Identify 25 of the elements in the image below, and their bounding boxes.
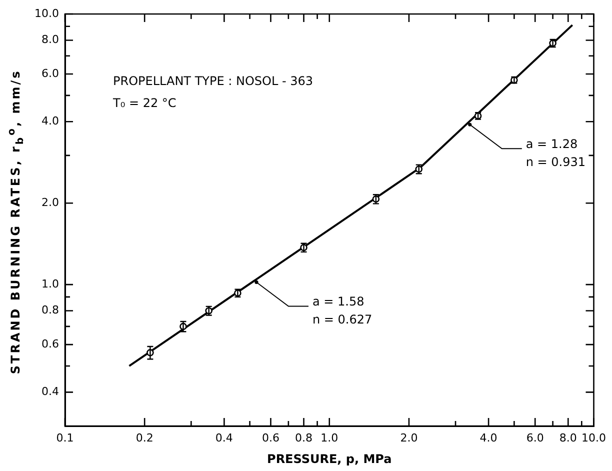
annotation: PROPELLANT TYPE : NOSOL - 363 [113,74,313,88]
x-tick-label: 0.6 [262,431,280,444]
x-tick-label: 1.0 [320,431,338,444]
x-tick-label: 2.0 [400,431,418,444]
y-tick-label: 4.0 [42,114,59,128]
annotation: T₀ = 22 °C [112,96,176,110]
x-tick-label: 0.2 [136,431,154,444]
x-axis-title: PRESSURE, p, MPa [267,452,392,466]
y-tick-label: 0.8 [42,304,59,317]
annotation: a = 1.58 n = 0.627 [312,294,372,326]
y-tick-label: 8.0 [42,33,59,46]
y-tick-label: 10.0 [34,6,59,20]
x-tick-label: 8.0 [559,431,577,444]
x-tick-label: 0.8 [295,431,313,444]
y-tick-label: 2.0 [42,196,59,209]
y-tick-label: 0.6 [42,337,59,350]
x-tick-label: 6.0 [526,431,544,444]
annotation: a = 1.28 n = 0.931 [526,136,586,169]
y-tick-label: 0.4 [42,385,59,398]
y-tick-label: 6.0 [42,66,59,80]
x-tick-label: 0.1 [56,431,74,444]
x-tick-label: 4.0 [480,431,498,444]
x-tick-label: 10.0 [582,431,606,444]
x-tick-label: 0.4 [215,431,233,444]
y-tick-label: 1.0 [42,277,59,290]
